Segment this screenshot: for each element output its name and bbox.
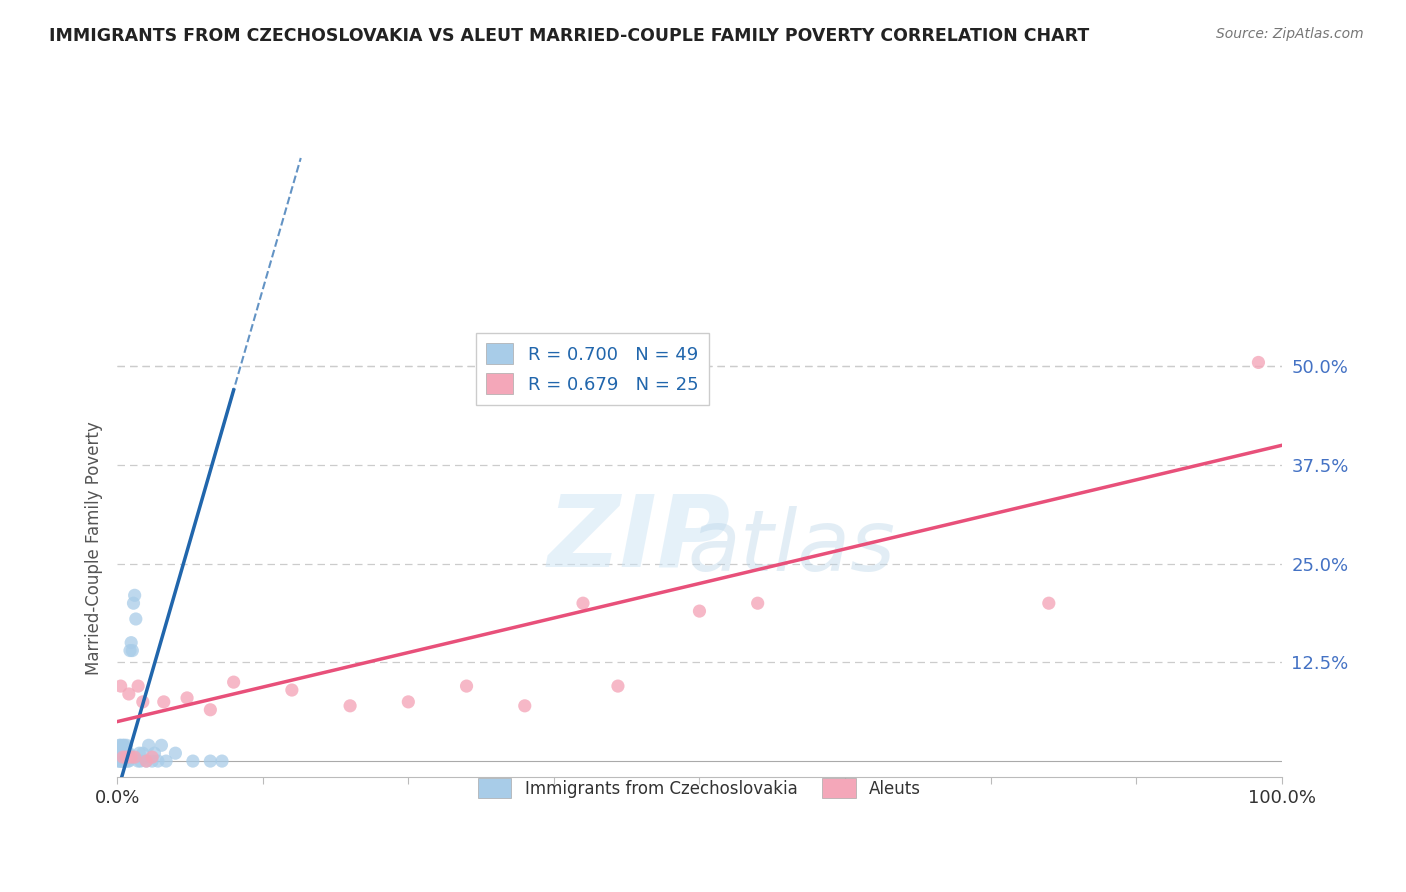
Point	[135, 754, 157, 768]
Point	[155, 754, 177, 768]
Point	[117, 754, 139, 768]
Point	[108, 746, 131, 760]
Point	[107, 754, 129, 768]
Text: ZIP: ZIP	[548, 491, 731, 587]
Point	[111, 746, 134, 760]
Point	[200, 703, 222, 717]
Point	[108, 739, 131, 753]
Text: Source: ZipAtlas.com: Source: ZipAtlas.com	[1216, 27, 1364, 41]
Point	[118, 643, 141, 657]
Point	[200, 754, 222, 768]
Point	[181, 754, 204, 768]
Point	[114, 754, 136, 768]
Text: IMMIGRANTS FROM CZECHOSLOVAKIA VS ALEUT MARRIED-COUPLE FAMILY POVERTY CORRELATIO: IMMIGRANTS FROM CZECHOSLOVAKIA VS ALEUT …	[49, 27, 1090, 45]
Point	[111, 754, 134, 768]
Point	[110, 679, 132, 693]
Point	[456, 679, 478, 693]
Point	[110, 739, 132, 753]
Point	[117, 746, 139, 760]
Point	[176, 690, 198, 705]
Point	[132, 746, 155, 760]
Point	[129, 754, 152, 768]
Point	[111, 746, 134, 760]
Point	[124, 750, 146, 764]
Point	[281, 683, 304, 698]
Point	[135, 754, 157, 768]
Point	[127, 754, 149, 768]
Point	[146, 754, 169, 768]
Point	[127, 679, 149, 693]
Point	[222, 675, 245, 690]
Point	[112, 746, 135, 760]
Point	[118, 746, 141, 760]
Point	[132, 695, 155, 709]
Point	[339, 698, 361, 713]
Point	[111, 739, 134, 753]
Point	[110, 750, 132, 764]
Point	[141, 750, 163, 764]
Point	[118, 754, 141, 768]
Point	[110, 746, 132, 760]
Point	[1038, 596, 1060, 610]
Point	[125, 612, 148, 626]
Point	[115, 750, 138, 764]
Point	[396, 695, 419, 709]
Point	[112, 754, 135, 768]
Point	[115, 746, 138, 760]
Point	[165, 746, 187, 760]
Point	[688, 604, 710, 618]
Point	[110, 754, 132, 768]
Point	[118, 687, 141, 701]
Point	[572, 596, 595, 610]
Y-axis label: Married-Couple Family Poverty: Married-Couple Family Poverty	[86, 421, 103, 675]
Point	[128, 746, 150, 760]
Point	[115, 739, 138, 753]
Point	[138, 739, 160, 753]
Point	[747, 596, 769, 610]
Point	[108, 754, 131, 768]
Text: atlas: atlas	[688, 507, 896, 590]
Point	[111, 750, 134, 764]
Point	[114, 750, 136, 764]
Point	[111, 750, 134, 764]
Legend: Immigrants from Czechoslovakia, Aleuts: Immigrants from Czechoslovakia, Aleuts	[471, 772, 928, 805]
Point	[607, 679, 630, 693]
Point	[1247, 355, 1270, 369]
Point	[150, 739, 173, 753]
Point	[120, 635, 142, 649]
Point	[122, 596, 145, 610]
Point	[121, 643, 143, 657]
Point	[211, 754, 233, 768]
Point	[111, 750, 134, 764]
Point	[141, 754, 163, 768]
Point	[124, 588, 146, 602]
Point	[152, 695, 174, 709]
Point	[120, 750, 142, 764]
Point	[112, 739, 135, 753]
Point	[143, 746, 166, 760]
Point	[111, 754, 134, 768]
Point	[114, 746, 136, 760]
Point	[513, 698, 536, 713]
Point	[107, 750, 129, 764]
